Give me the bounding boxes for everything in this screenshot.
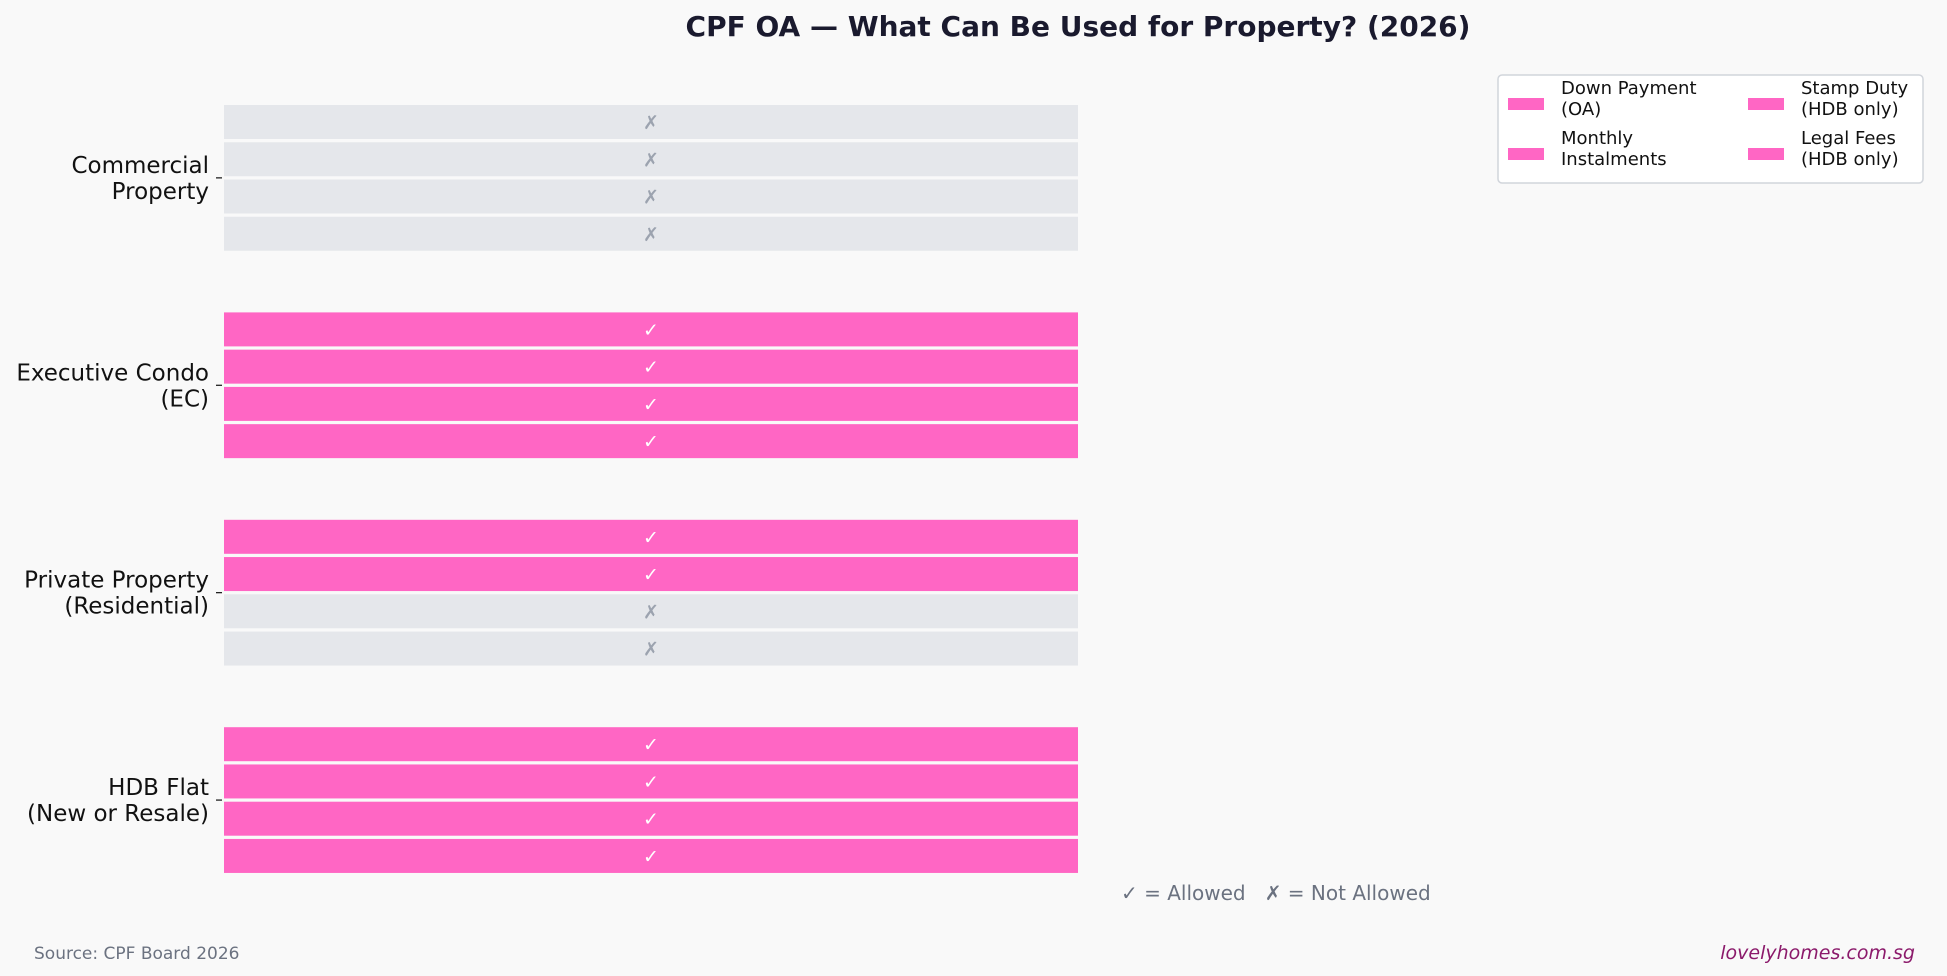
legend-label-line: Monthly	[1561, 128, 1633, 149]
brand-watermark: lovelyhomes.com.sg	[1720, 942, 1915, 964]
bar-symbol: ✓	[643, 527, 659, 549]
source-note: Source: CPF Board 2026	[34, 944, 239, 964]
bar-ec-0	[224, 312, 1078, 347]
bar-hdb-0	[224, 727, 1078, 762]
chart-title: CPF OA — What Can Be Used for Property? …	[686, 10, 1471, 43]
bar-private-3	[224, 631, 1078, 666]
bar-symbol: ✗	[643, 149, 659, 171]
legend-swatch	[1508, 98, 1544, 110]
category-label-ec: Executive Condo (EC)	[16, 360, 209, 412]
bar-symbol: ✓	[643, 319, 659, 341]
bar-symbol: ✗	[643, 224, 659, 246]
legend-label: Down Payment (OA)	[1561, 78, 1697, 120]
category-label-line: (Residential)	[64, 594, 209, 620]
bar-symbol: ✓	[643, 846, 659, 868]
category-label-line: Private Property	[24, 568, 209, 594]
legend-label-line: Legal Fees	[1801, 128, 1896, 149]
legend-label-line: (HDB only)	[1801, 149, 1899, 170]
bar-symbol: ✓	[643, 431, 659, 453]
bar-hdb-3	[224, 838, 1078, 873]
bar-symbol: ✗	[643, 639, 659, 661]
bar-commercial-0	[224, 105, 1078, 139]
legend-label: Legal Fees (HDB only)	[1801, 128, 1899, 170]
bar-symbol: ✓	[643, 771, 659, 793]
bar-symbol: ✗	[643, 187, 659, 209]
category-label-commercial: Commercial Property	[71, 153, 209, 205]
symbol-key: ✓ = Allowed ✗ = Not Allowed	[1121, 881, 1431, 905]
legend: Down Payment (OA) Monthly Instalments Stamp …	[1497, 74, 1924, 184]
category-label-private: Private Property (Residential)	[24, 568, 209, 620]
bar-hdb-1	[224, 764, 1078, 799]
bar-commercial-2	[224, 179, 1078, 214]
category-labels: Commercial Property Executive Condo (EC) Pri…	[16, 153, 222, 827]
bar-symbol: ✓	[643, 564, 659, 586]
legend-label: Monthly Instalments	[1561, 128, 1667, 170]
bar-symbol: ✓	[643, 357, 659, 379]
legend-swatch	[1748, 148, 1784, 160]
bar-symbol: ✓	[643, 394, 659, 416]
legend-label-line: Instalments	[1561, 149, 1667, 170]
legend-frame	[1497, 74, 1924, 184]
bar-hdb-2	[224, 801, 1078, 836]
category-label-line: (New or Resale)	[27, 801, 209, 827]
bar-symbol: ✓	[643, 734, 659, 756]
bar-private-2	[224, 594, 1078, 629]
category-label-line: (EC)	[160, 386, 209, 412]
category-label-hdb: HDB Flat (New or Resale)	[27, 775, 209, 827]
category-label-line: Property	[112, 179, 209, 205]
legend-label: Stamp Duty (HDB only)	[1801, 78, 1909, 120]
bar-commercial-3	[224, 216, 1078, 251]
bar-commercial-1	[224, 142, 1078, 177]
bar-ec-3	[224, 424, 1078, 459]
bar-ec-1	[224, 349, 1078, 384]
bar-ec-2	[224, 386, 1078, 421]
category-label-line: Commercial	[71, 153, 209, 179]
legend-label-line: (OA)	[1561, 99, 1601, 120]
bar-symbol: ✗	[643, 601, 659, 623]
bar-private-1	[224, 557, 1078, 592]
bar-symbol: ✗	[643, 112, 659, 134]
legend-label-line: (HDB only)	[1801, 99, 1899, 120]
legend-label-line: Stamp Duty	[1801, 78, 1909, 99]
legend-swatch	[1748, 98, 1784, 110]
legend-label-line: Down Payment	[1561, 78, 1697, 99]
bar-symbol: ✓	[643, 809, 659, 831]
bar-private-0	[224, 519, 1078, 554]
bars-layer: ✗ ✗ ✗ ✗ ✓ ✓ ✓ ✓ ✓ ✓ ✗ ✗ ✓ ✓ ✓ ✓	[224, 105, 1078, 873]
category-label-line: HDB Flat	[108, 775, 209, 801]
legend-swatch	[1508, 148, 1544, 160]
category-label-line: Executive Condo	[16, 360, 209, 386]
